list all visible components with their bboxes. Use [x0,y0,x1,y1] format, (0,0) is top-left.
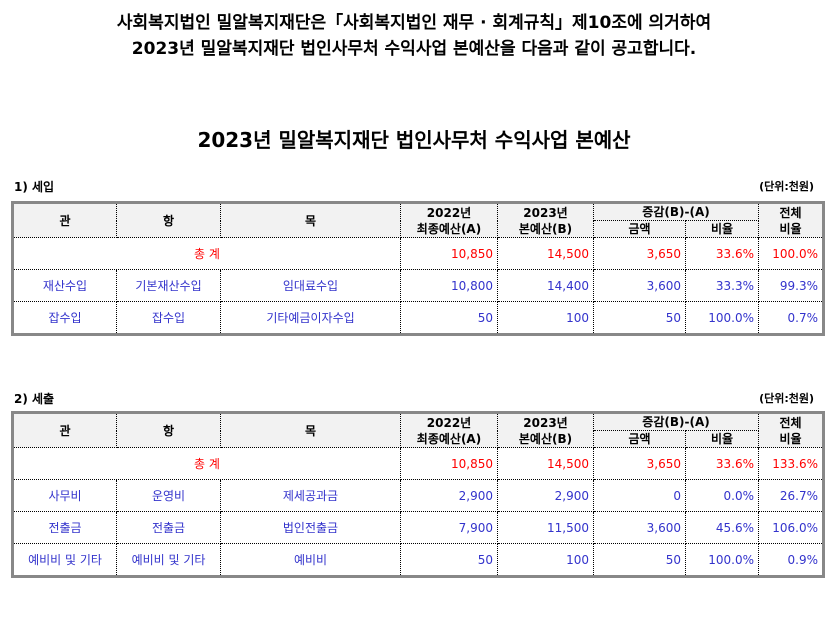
table-cell: 임대료수입 [220,269,401,302]
table-cell: 운영비 [116,479,221,512]
table-cell: 100.0% [685,301,759,335]
col-2022: 2022년 최종예산(A) [400,202,498,238]
table-cell: 전출금 [12,511,117,544]
table-cell: 예비비 및 기타 [12,543,117,577]
header-row: 관 항 목 2022년 최종예산(A) 2023년 본예산(B) 증감(B)-(A) 전체 비율 [12,202,824,238]
total-row: 총 계 10,850 14,500 3,650 33.6% 133.6% [12,447,824,480]
total-value: 100.0% [758,237,824,270]
table-cell: 법인전출금 [220,511,401,544]
table-cell: 100 [497,301,594,335]
total-value: 14,500 [497,237,594,270]
table-cell: 7,900 [400,511,498,544]
col-total-ratio: 전체 비율 [758,202,824,238]
table-cell: 기본재산수입 [116,269,221,302]
col-total-ratio: 전체 비율 [758,412,824,448]
table-cell: 잡수입 [12,301,117,335]
col-amount: 금액 [593,430,686,448]
col-ratio: 비율 [685,220,759,238]
col-hang: 항 [116,202,221,238]
col-ratio: 비율 [685,430,759,448]
table-row: 사무비 운영비 제세공과금 2,900 2,900 0 0.0% 26.7% [12,479,824,512]
table-cell: 3,600 [593,269,686,302]
total-value: 10,850 [400,237,498,270]
table-row: 전출금 전출금 법인전출금 7,900 11,500 3,600 45.6% 106.0% [12,511,824,544]
income-section-label: 1) 세입 [14,180,55,194]
col-gwan: 관 [12,412,117,448]
col-diff: 증감(B)-(A) [593,412,759,431]
table-cell: 33.3% [685,269,759,302]
table-cell: 10,800 [400,269,498,302]
table-cell: 50 [400,301,498,335]
table-cell: 11,500 [497,511,594,544]
col-amount: 금액 [593,220,686,238]
total-label: 총 계 [12,447,401,480]
table-cell: 잡수입 [116,301,221,335]
header-row: 관 항 목 2022년 최종예산(A) 2023년 본예산(B) 증감(B)-(A) 전체 비율 [12,412,824,448]
total-value: 133.6% [758,447,824,480]
expense-table: 관 항 목 2022년 최종예산(A) 2023년 본예산(B) 증감(B)-(A) 전체 비율 금… [11,411,825,578]
header-row: 금액 비율 [13,220,824,238]
table-cell: 50 [400,543,498,577]
table-cell: 2,900 [400,479,498,512]
table-cell: 사무비 [12,479,117,512]
table-cell: 재산수입 [12,269,117,302]
total-value: 3,650 [593,447,686,480]
table-cell: 45.6% [685,511,759,544]
expense-section-label: 2) 세출 [14,392,55,406]
total-label: 총 계 [12,237,401,270]
notice-line: 2023년 밀알복지재단 법인사무처 수익사업 본예산을 다음과 같이 공고합니… [131,39,697,59]
table-cell: 50 [593,543,686,577]
unit-label: (단위:천원) [759,392,814,405]
table-cell: 전출금 [116,511,221,544]
table-cell: 0.0% [685,479,759,512]
table-row: 잡수입 잡수입 기타예금이자수입 50 100 50 100.0% 0.7% [12,301,824,335]
col-2023: 2023년 본예산(B) [497,412,594,448]
table-cell: 106.0% [758,511,824,544]
table-cell: 100.0% [685,543,759,577]
table-cell: 26.7% [758,479,824,512]
col-diff: 증감(B)-(A) [593,202,759,221]
col-mok: 목 [220,412,401,448]
table-cell: 0 [593,479,686,512]
col-mok: 목 [220,202,401,238]
col-2022: 2022년 최종예산(A) [400,412,498,448]
table-cell: 0.7% [758,301,824,335]
col-gwan: 관 [12,202,117,238]
table-cell: 기타예금이자수입 [220,301,401,335]
unit-label: (단위:천원) [759,180,814,193]
table-cell: 0.9% [758,543,824,577]
header-row: 금액 비율 [13,430,824,448]
table-row: 재산수입 기본재산수입 임대료수입 10,800 14,400 3,600 33.3% 99.… [12,269,824,302]
income-table: 관 항 목 2022년 최종예산(A) 2023년 본예산(B) 증감(B)-(A) 전체 비율 금… [11,201,825,336]
notice-line: 사회복지법인 밀알복지재단은「사회복지법인 재무 · 회계규칙」제10조에 의거… [116,13,712,33]
table-cell: 3,600 [593,511,686,544]
table-cell: 예비비 [220,543,401,577]
total-value: 33.6% [685,237,759,270]
total-row: 총 계 10,850 14,500 3,650 33.6% 100.0% [12,237,824,270]
table-cell: 2,900 [497,479,594,512]
table-cell: 제세공과금 [220,479,401,512]
table-cell: 99.3% [758,269,824,302]
total-value: 10,850 [400,447,498,480]
notice-text: 사회복지법인 밀알복지재단은「사회복지법인 재무 · 회계규칙」제10조에 의거… [0,10,828,62]
total-value: 14,500 [497,447,594,480]
table-cell: 14,400 [497,269,594,302]
table-cell: 100 [497,543,594,577]
table-cell: 50 [593,301,686,335]
col-hang: 항 [116,412,221,448]
total-value: 3,650 [593,237,686,270]
table-cell: 예비비 및 기타 [116,543,221,577]
total-value: 33.6% [685,447,759,480]
table-row: 예비비 및 기타 예비비 및 기타 예비비 50 100 50 100.0% 0.9% [12,543,824,577]
col-2023: 2023년 본예산(B) [497,202,594,238]
page-title: 2023년 밀알복지재단 법인사무처 수익사업 본예산 [197,128,631,152]
